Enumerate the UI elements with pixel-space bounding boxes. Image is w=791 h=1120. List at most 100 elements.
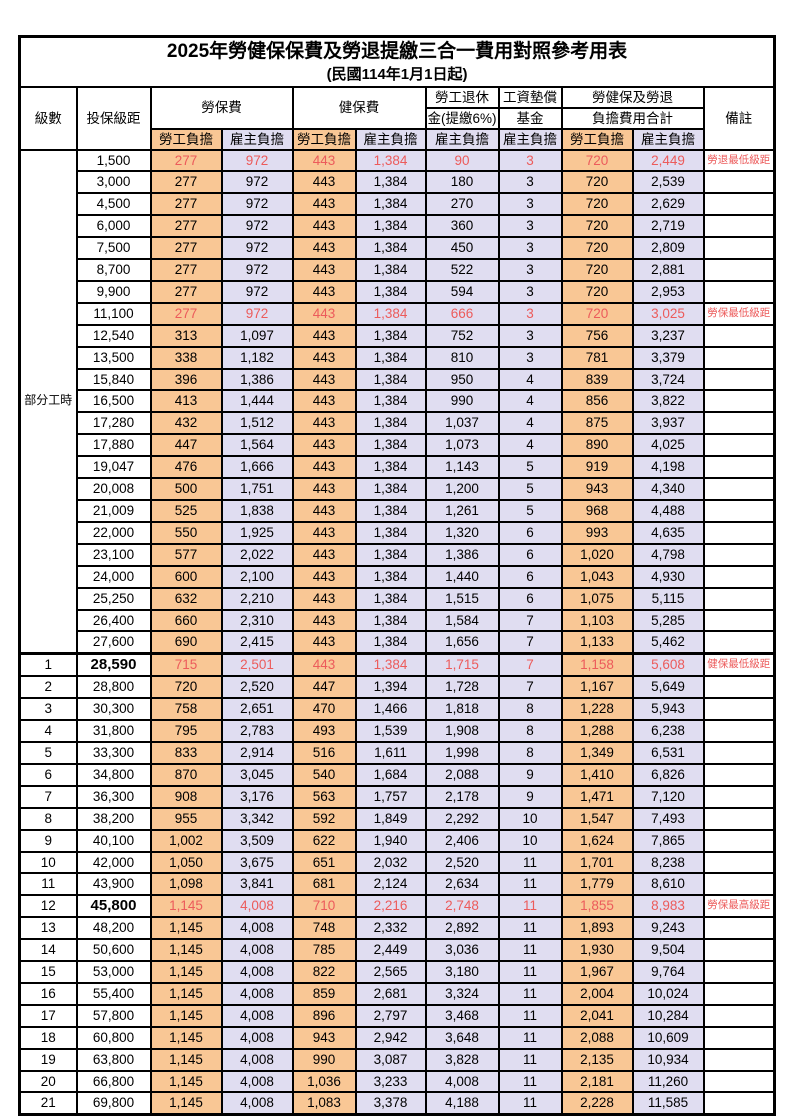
health-employer-cell: 1,384: [354, 192, 427, 217]
total-employee-cell: 1,930: [560, 938, 634, 963]
labor-employer-cell: 3,176: [220, 784, 294, 809]
labor-employee-cell: 833: [149, 740, 223, 765]
bracket-cell: 11,100: [75, 301, 152, 326]
bracket-cell: 31,800: [75, 719, 152, 743]
bracket-cell: 1,500: [75, 148, 152, 173]
total-employee-cell: 720: [560, 258, 634, 282]
wage-fund-employer-cell: 10: [497, 828, 563, 853]
labor-employee-cell: 955: [149, 806, 223, 831]
health-employee-cell: 443: [291, 477, 357, 501]
note-cell: [702, 740, 776, 765]
labor-employer-cell: 4,008: [220, 960, 294, 984]
bracket-cell: 57,800: [75, 1003, 152, 1028]
labor-employer-cell: 2,651: [220, 697, 294, 722]
total-employer-cell: 5,608: [631, 652, 705, 678]
table-title-cell: 2025年勞健保保費及勞退提繳三合一費用對照參考用表 (民國114年1月1日起): [18, 35, 776, 88]
health-employee-cell: 563: [291, 784, 357, 809]
table-row: 15 53,000 1,145 4,008 822 2,565 3,180 11 1,967 9,…: [18, 960, 776, 984]
table-row: 11,100 277 972 443 1,384 666 3 720 3,025 勞保最低級距: [20, 301, 776, 326]
total-employer-cell: 6,826: [631, 762, 705, 787]
bracket-cell: 26,400: [75, 608, 152, 633]
table-row: 24,000 600 2,100 443 1,384 1,440 6 1,043 4,930: [20, 564, 776, 589]
header-row-3: 勞工負擔 雇主負擔 勞工負擔 雇主負擔 雇主負擔 雇主負擔 勞工負擔 雇主負擔: [20, 127, 775, 151]
health-employer-cell: 1,384: [354, 279, 427, 304]
total-employer-cell: 11,585: [631, 1091, 705, 1116]
labor-employer-cell: 1,666: [220, 455, 294, 480]
pension-employer-cell: 1,440: [424, 564, 500, 589]
bracket-cell: 20,008: [75, 477, 152, 501]
total-employer-cell: 10,609: [631, 1025, 705, 1050]
table-row: 2 28,800 720 2,520 447 1,394 1,728 7 1,167 5,649: [18, 675, 776, 700]
labor-employer-cell: 972: [220, 148, 294, 173]
health-employee-cell: 443: [291, 389, 357, 414]
health-employer-cell: 3,233: [354, 1069, 427, 1094]
bracket-cell: 28,590: [75, 652, 152, 678]
table-row: 9,900 277 972 443 1,384 594 3 720 2,953: [20, 279, 776, 304]
labor-employee-cell: 1,145: [149, 916, 223, 941]
pension-employer-cell: 3,036: [424, 938, 500, 963]
table-row: 13,500 338 1,182 443 1,384 810 3 781 3,379: [20, 345, 776, 370]
total-employee-cell: 2,088: [560, 1025, 634, 1050]
wage-fund-employer-cell: 4: [497, 389, 563, 414]
table-row: 11 43,900 1,098 3,841 681 2,124 2,634 11 1,779 8,…: [18, 872, 776, 897]
total-employee-cell: 2,181: [560, 1069, 634, 1094]
level-cell: 18: [18, 1025, 78, 1050]
total-employer-cell: 3,379: [631, 345, 705, 370]
labor-employer-cell: 1,512: [220, 411, 294, 436]
bracket-cell: 13,500: [75, 345, 152, 370]
total-employer-cell: 7,865: [631, 828, 705, 853]
pension-employer-cell: 4,188: [424, 1091, 500, 1116]
total-employee-cell: 720: [560, 214, 634, 239]
health-employee-cell: 748: [291, 916, 357, 941]
table-row: 部分工時 1,500 277 972 443 1,384 90 3 720 2,449 勞退最低級距: [18, 148, 776, 655]
pension-employer-cell: 1,818: [424, 697, 500, 722]
labor-employer-cell: 972: [220, 301, 294, 326]
bracket-cell: 55,400: [75, 981, 152, 1006]
labor-employer-cell: 1,386: [220, 367, 294, 392]
level-cell: 8: [18, 806, 78, 831]
health-employer-cell: 2,942: [354, 1025, 427, 1050]
pension-employer-cell: 3,828: [424, 1047, 500, 1072]
health-employee-cell: 516: [291, 740, 357, 765]
health-employee-cell: 1,083: [291, 1091, 357, 1116]
total-employer-cell: 11,260: [631, 1069, 705, 1094]
labor-employee-cell: 500: [149, 477, 223, 501]
wage-fund-employer-cell: 3: [497, 214, 563, 239]
total-employer-cell: 10,284: [631, 1003, 705, 1028]
bracket-cell: 33,300: [75, 740, 152, 765]
health-employee-cell: 943: [291, 1025, 357, 1050]
total-employee-cell: 1,167: [560, 675, 634, 700]
bracket-cell: 23,100: [75, 542, 152, 567]
wage-fund-employer-cell: 11: [497, 916, 563, 941]
labor-employee-cell: 277: [149, 236, 223, 261]
health-employer-cell: 1,384: [354, 170, 427, 195]
col-header-labor-insurance: 勞保費: [149, 85, 294, 130]
wage-fund-employer-cell: 6: [497, 520, 563, 545]
pension-employer-cell: 1,037: [424, 411, 500, 436]
note-cell: [702, 455, 776, 480]
pension-employer-cell: 1,200: [424, 477, 500, 501]
pension-employer-cell: 1,584: [424, 608, 500, 633]
total-employee-cell: 1,967: [560, 960, 634, 984]
bracket-cell: 7,500: [75, 236, 152, 261]
level-cell: 20: [18, 1069, 78, 1094]
wage-fund-employer-cell: 3: [497, 236, 563, 261]
labor-employee-cell: 396: [149, 367, 223, 392]
labor-employer-cell: 4,008: [220, 1047, 294, 1072]
labor-employee-cell: 1,002: [149, 828, 223, 853]
table-row: 18 60,800 1,145 4,008 943 2,942 3,648 11 2,088 10…: [18, 1025, 776, 1050]
health-employee-cell: 443: [291, 367, 357, 392]
note-cell: [702, 389, 776, 414]
note-cell: [702, 981, 776, 1006]
labor-employee-cell: 720: [149, 675, 223, 700]
labor-employee-cell: 447: [149, 433, 223, 458]
labor-employee-cell: 432: [149, 411, 223, 436]
labor-employee-cell: 1,145: [149, 1069, 223, 1094]
col-header-bracket: 投保級距: [75, 85, 152, 151]
note-cell: [702, 499, 776, 523]
pension-employer-cell: 270: [424, 192, 500, 217]
bracket-cell: 42,000: [75, 850, 152, 875]
total-employee-cell: 890: [560, 433, 634, 458]
health-employer-cell: 2,124: [354, 872, 427, 897]
health-employer-cell: 3,378: [354, 1091, 427, 1116]
